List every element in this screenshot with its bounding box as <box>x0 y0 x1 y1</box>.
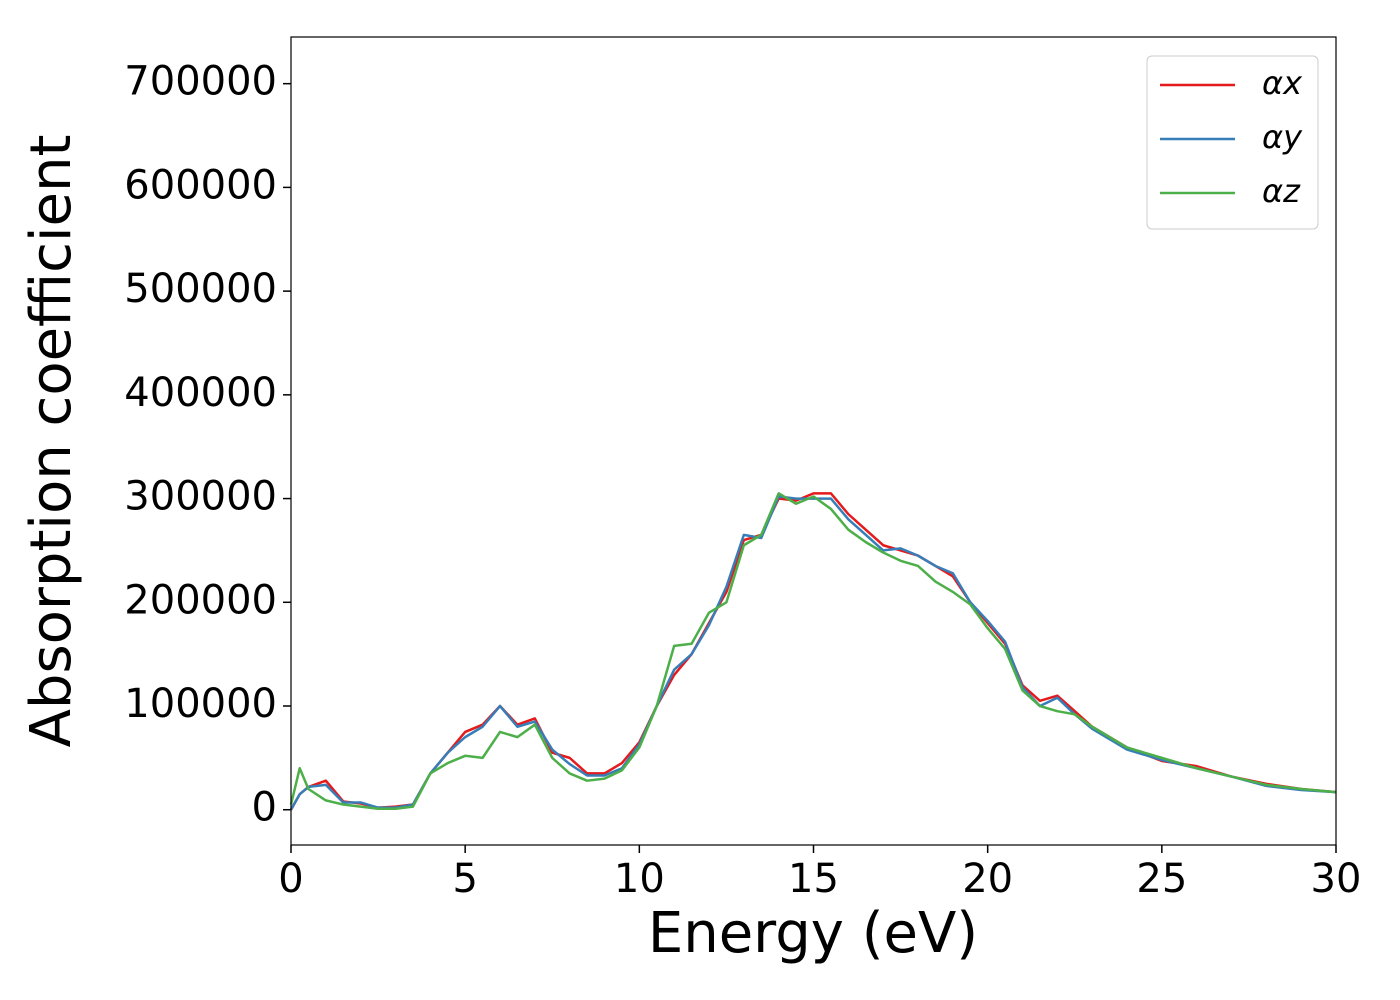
x-tick-label: 0 <box>278 856 303 902</box>
legend-box <box>1146 55 1319 230</box>
x-tick-label: 5 <box>452 856 477 902</box>
legend-label: αx <box>1262 64 1303 102</box>
x-axis-label: Energy (eV) <box>648 901 978 966</box>
y-tick-label: 300000 <box>124 474 277 520</box>
y-tick-label: 500000 <box>124 266 277 312</box>
y-tick-label: 100000 <box>124 681 277 727</box>
legend-label: αy <box>1262 118 1303 156</box>
series-line <box>289 492 1337 810</box>
x-tick-label: 15 <box>788 856 839 902</box>
legend-label: αz <box>1262 172 1301 210</box>
x-tick-label: 25 <box>1136 856 1187 902</box>
y-tick-label: 200000 <box>124 577 277 623</box>
y-tick-label: 400000 <box>124 370 277 416</box>
x-tick-label: 20 <box>962 856 1013 902</box>
y-axis-label: Absorption coefficient <box>19 135 84 748</box>
x-tick-label: 10 <box>614 856 665 902</box>
y-tick-label: 600000 <box>124 162 277 208</box>
y-tick-label: 0 <box>252 785 277 831</box>
x-tick-label: 30 <box>1311 856 1362 902</box>
y-tick-label: 700000 <box>124 59 277 105</box>
plot-frame <box>290 36 1337 846</box>
